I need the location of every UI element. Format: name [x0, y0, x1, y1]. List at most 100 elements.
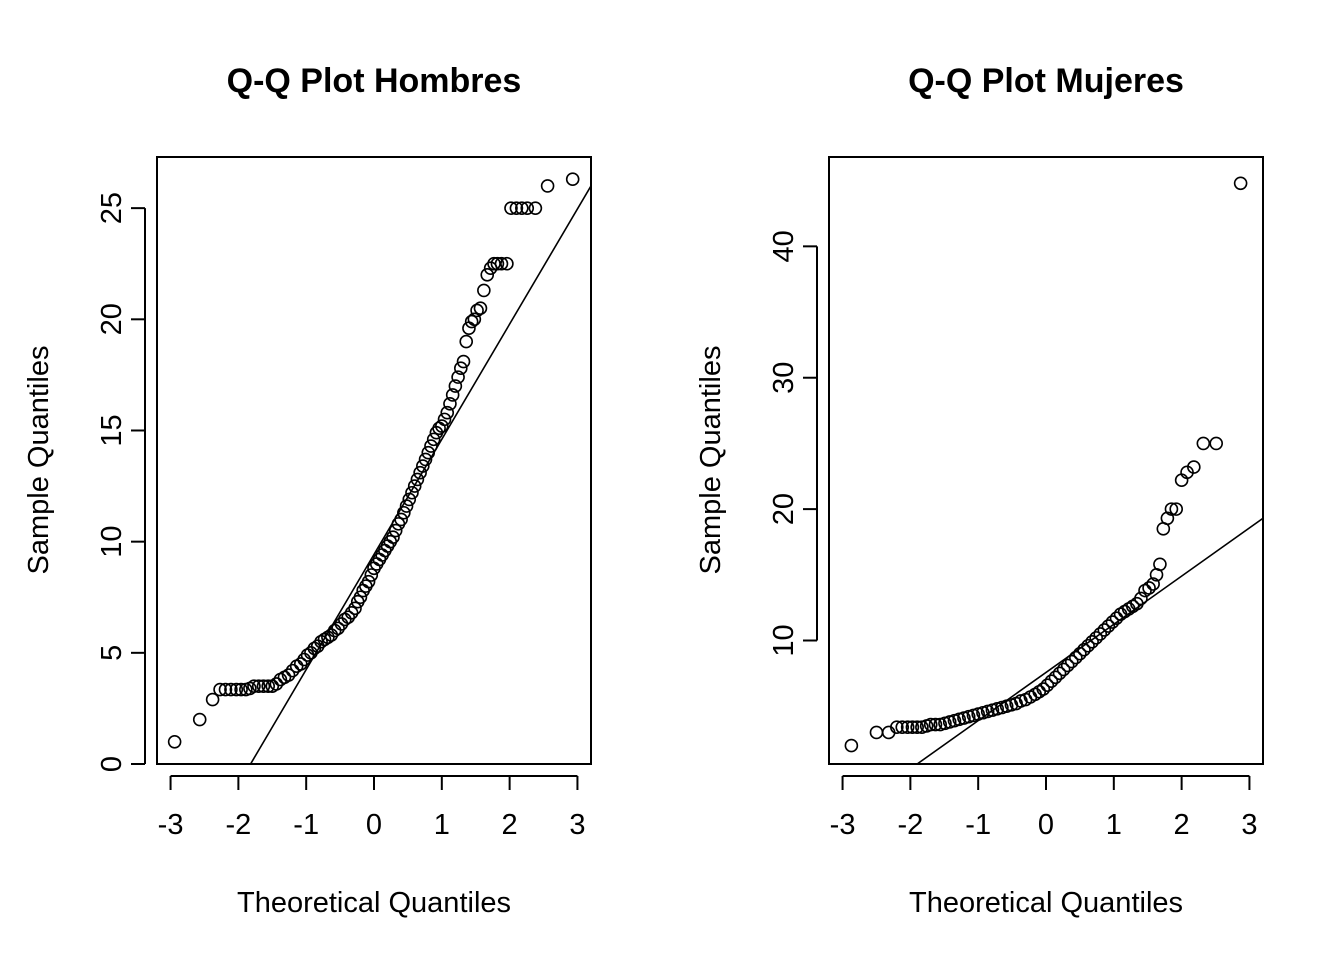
data-point: [490, 256, 505, 271]
data-point: [1105, 615, 1120, 629]
data-point: [192, 712, 207, 727]
data-point: [869, 725, 884, 740]
y-tick-label: 25: [96, 192, 128, 224]
data-point: [1196, 436, 1211, 451]
data-point: [229, 682, 244, 697]
data-point: [234, 682, 248, 697]
data-point: [509, 201, 524, 215]
chart-title: Q-Q Plot Mujeres: [908, 62, 1184, 100]
data-point: [448, 379, 463, 393]
data-point: [348, 601, 362, 616]
x-tick-label: 3: [1241, 809, 1257, 841]
data-point: [1056, 662, 1071, 677]
data-point: [1032, 684, 1047, 699]
x-axis-label: Theoretical Quantiles: [909, 887, 1183, 919]
x-tick-label: 1: [434, 809, 450, 841]
data-point: [1097, 623, 1112, 637]
data-point: [426, 432, 441, 447]
panel-hombres: Q-Q Plot Hombres Theoretical Quantiles S…: [23, 62, 592, 919]
y-tick-label: 10: [768, 624, 800, 656]
data-point: [1153, 557, 1167, 572]
data-point: [314, 634, 328, 649]
x-tick-label: 1: [1106, 809, 1122, 841]
data-point: [844, 738, 859, 753]
data-point: [418, 452, 433, 467]
data-point: [1134, 591, 1148, 606]
data-point: [1064, 654, 1079, 669]
data-point: [269, 677, 284, 691]
data-point: [247, 679, 261, 693]
plot-frame: [156, 156, 592, 765]
x-tick-label: 0: [366, 809, 382, 841]
data-point: [445, 388, 460, 402]
data-point: [285, 663, 300, 678]
data-point: [1069, 650, 1083, 665]
data-point: [413, 465, 427, 480]
data-point: [405, 485, 419, 500]
data-point: [1093, 627, 1108, 641]
data-point: [167, 734, 182, 749]
data-point: [331, 621, 345, 636]
x-axis-label: Theoretical Quantiles: [237, 887, 511, 919]
panel-mujeres: Q-Q Plot Mujeres Theoretical Quantiles S…: [695, 62, 1264, 919]
data-point: [905, 720, 920, 735]
data-point: [437, 412, 452, 427]
data-point: [388, 523, 403, 538]
data-point: [451, 370, 465, 384]
plot-frame: [828, 156, 1264, 765]
data-point: [480, 268, 495, 282]
data-point: [910, 720, 924, 735]
data-point: [1146, 577, 1160, 591]
data-point: [473, 301, 488, 315]
y-tick-label: 30: [768, 362, 800, 394]
data-point: [470, 303, 484, 318]
data-point: [261, 679, 276, 693]
data-point: [1044, 674, 1059, 689]
data-point: [1160, 511, 1175, 526]
data-point: [440, 405, 455, 420]
data-point: [410, 472, 425, 487]
data-point: [344, 606, 359, 620]
x-tick-label: 0: [1038, 809, 1054, 841]
x-tick-label: 2: [502, 809, 518, 841]
data-point: [341, 610, 356, 625]
y-axis-label: Sample Quantiles: [695, 346, 727, 575]
x-tick-label: -3: [830, 809, 856, 841]
data-point: [424, 439, 438, 453]
data-point: [421, 445, 436, 460]
data-point: [256, 679, 271, 693]
data-point: [205, 692, 220, 707]
data-point: [928, 717, 943, 732]
data-point: [494, 256, 509, 271]
data-point: [353, 590, 368, 605]
data-point: [456, 354, 471, 369]
data-point: [1073, 646, 1087, 661]
x-tick-label: -2: [225, 809, 251, 841]
x-tick-label: -2: [897, 809, 923, 841]
data-point: [1101, 619, 1116, 633]
data-point: [293, 657, 308, 671]
data-point: [453, 361, 468, 376]
data-point: [459, 334, 474, 349]
x-tick-label: -1: [965, 809, 991, 841]
data-point: [477, 283, 491, 298]
data-point: [923, 717, 938, 732]
data-point: [467, 312, 482, 327]
data-point: [397, 505, 411, 520]
data-point: [402, 492, 417, 507]
data-point: [213, 682, 227, 697]
data-point: [361, 574, 376, 589]
data-point: [1187, 460, 1201, 474]
data-point: [394, 512, 408, 527]
data-point: [435, 419, 449, 433]
data-point: [500, 256, 514, 271]
data-point: [1169, 502, 1183, 516]
y-tick-label: 15: [96, 414, 128, 446]
data-point: [1040, 678, 1055, 692]
data-point: [1077, 642, 1091, 657]
data-point: [364, 568, 379, 582]
data-point: [1052, 666, 1067, 681]
x-tick-label: -3: [158, 809, 184, 841]
data-point: [317, 632, 332, 647]
